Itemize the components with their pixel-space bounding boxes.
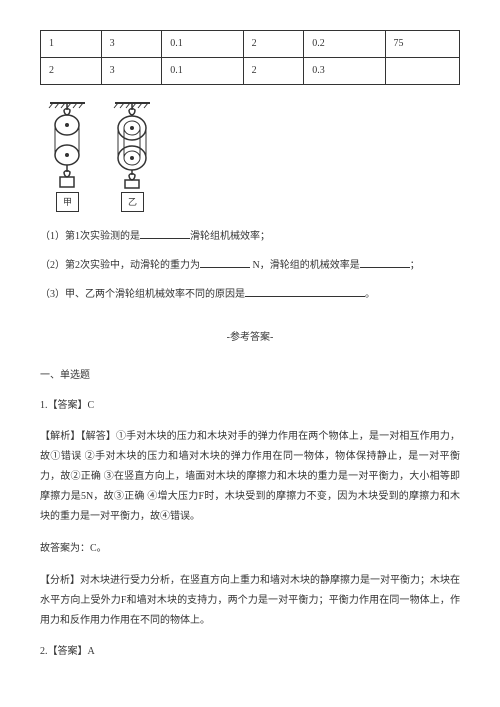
answer-1-explanation: 【解析】【解答】①手对木块的压力和木块对手的弹力作用在两个物体上，是一对相互作用…	[40, 427, 460, 527]
explain-label: 【解析】【解答】	[40, 431, 116, 442]
cell: 0.1	[162, 31, 243, 58]
cell: 0.2	[304, 31, 385, 58]
pulley-diagrams: 甲 乙	[45, 100, 460, 212]
pulley-system-yi: 乙	[110, 100, 155, 212]
section-title: 一、单选题	[40, 367, 460, 385]
cell: 2	[243, 58, 304, 85]
blank	[140, 227, 190, 239]
cell: 0.1	[162, 58, 243, 85]
pulley-label-yi: 乙	[121, 192, 144, 212]
data-table: 1 3 0.1 2 0.2 75 2 3 0.1 2 0.3	[40, 30, 460, 85]
pulley-system-jia: 甲	[45, 100, 90, 212]
answer-1-label: 1.【答案】C	[40, 397, 460, 415]
q2-prefix: （2）第2次实验中，动滑轮的重力为	[40, 260, 200, 271]
cell: 0.3	[304, 58, 385, 85]
question-2: （2）第2次实验中，动滑轮的重力为 N，滑轮组的机械效率是 ；	[40, 256, 460, 275]
cell	[385, 58, 459, 85]
cell: 3	[101, 58, 162, 85]
answer-2-label: 2.【答案】A	[40, 643, 460, 661]
q3-prefix: （3）甲、乙两个滑轮组机械效率不同的原因是	[40, 289, 245, 300]
q3-suffix: 。	[365, 289, 375, 300]
question-1: （1）第1次实验测的是 滑轮组机械效率；	[40, 227, 460, 246]
answer-header: -参考答案-	[40, 329, 460, 347]
q1-suffix: 滑轮组机械效率；	[190, 231, 270, 242]
cell: 1	[41, 31, 102, 58]
table-row: 1 3 0.1 2 0.2 75	[41, 31, 460, 58]
cell: 3	[101, 31, 162, 58]
question-3: （3）甲、乙两个滑轮组机械效率不同的原因是 。	[40, 285, 460, 304]
analysis-label: 【分析】	[40, 575, 80, 586]
explain-text: ①手对木块的压力和木块对手的弹力作用在两个物体上，是一对相互作用力，故①错误 ②…	[40, 431, 460, 522]
cell: 2	[243, 31, 304, 58]
q1-prefix: （1）第1次实验测的是	[40, 231, 140, 242]
pulley-label-jia: 甲	[56, 192, 79, 212]
q2-suffix: ；	[410, 260, 420, 271]
blank	[245, 285, 365, 297]
answer-1-conclusion: 故答案为：C。	[40, 539, 460, 559]
cell: 2	[41, 58, 102, 85]
blank	[200, 256, 250, 268]
blank	[360, 256, 410, 268]
pulley-yi-icon	[110, 100, 155, 190]
pulley-jia-icon	[45, 100, 90, 190]
q2-mid: N，滑轮组的机械效率是	[250, 260, 360, 271]
table-row: 2 3 0.1 2 0.3	[41, 58, 460, 85]
analysis-text: 对木块进行受力分析，在竖直方向上重力和墙对木块的静摩擦力是一对平衡力；木块在水平…	[40, 575, 460, 626]
answer-1-analysis: 【分析】对木块进行受力分析，在竖直方向上重力和墙对木块的静摩擦力是一对平衡力；木…	[40, 571, 460, 631]
cell: 75	[385, 31, 459, 58]
